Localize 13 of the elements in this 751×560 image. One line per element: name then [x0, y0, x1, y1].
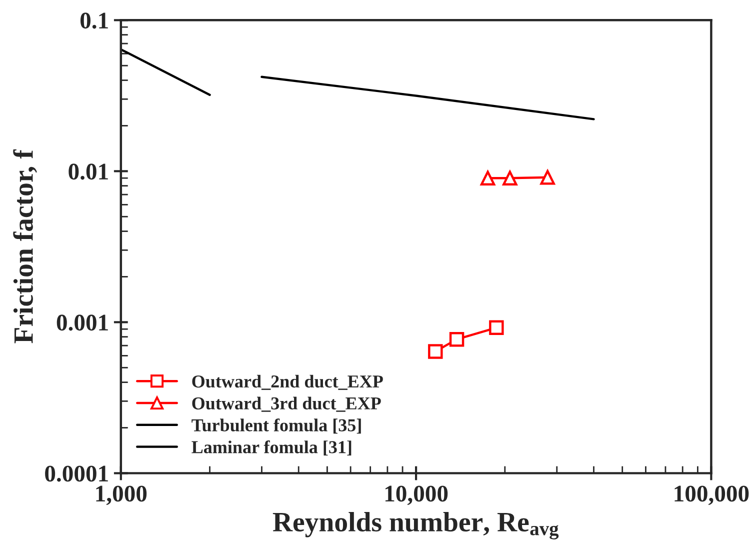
legend-label: Outward_3rd duct_EXP: [192, 396, 381, 412]
legend-label: Turbulent fomula [35]: [192, 418, 361, 434]
y-axis-title: Friction factor, f: [13, 149, 38, 344]
x-tick-label: 10,000: [385, 486, 448, 506]
y-tick-label: 0.0001: [45, 466, 108, 482]
legend-label: Laminar fomula [31]: [192, 440, 352, 456]
x-axis-title: Reynolds number, Re$_{avg}$: [272, 512, 559, 540]
y-tick-label: 0.001: [56, 314, 108, 331]
y-tick-label: 0.1: [80, 12, 108, 29]
legend-label: Outward_2nd duct_EXP: [192, 374, 383, 390]
x-tick-label: 100,000: [674, 486, 749, 506]
x-tick-label: 1,000: [96, 486, 147, 506]
y-tick-label: 0.01: [68, 164, 108, 180]
